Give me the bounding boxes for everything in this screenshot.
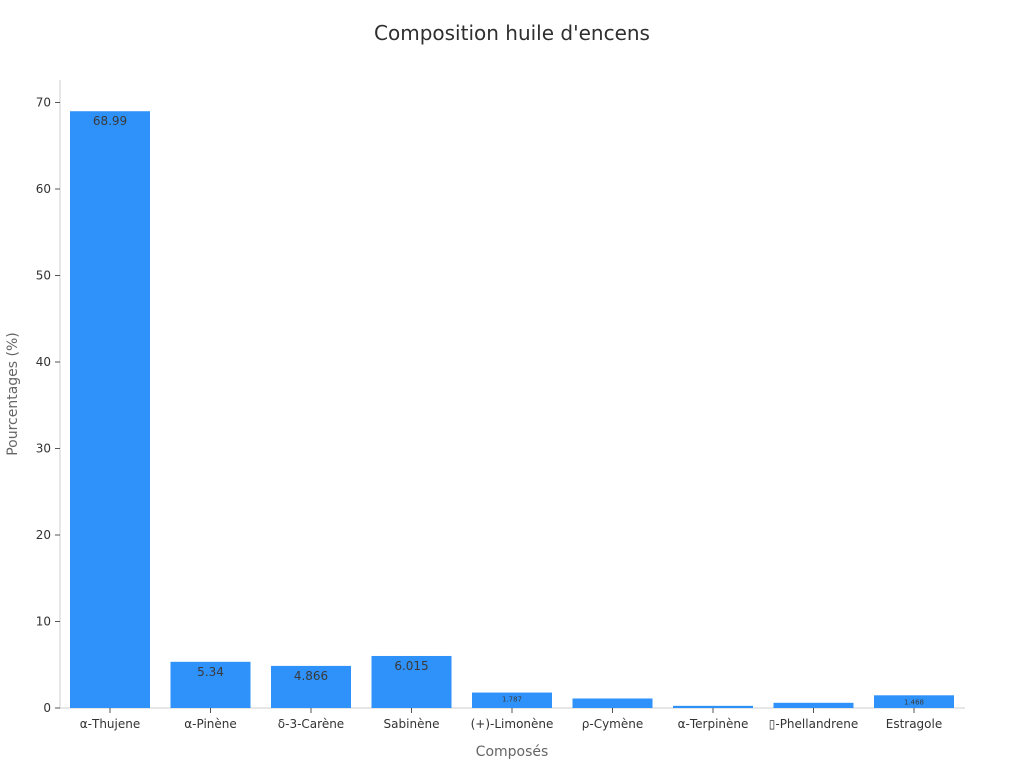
x-ticks-group: α-Thujene α-Pinène δ-3-Carène Sabinène (+)-L…	[80, 708, 943, 731]
chart-title: Composition huile d'encens	[374, 21, 650, 45]
bar-labels-group: 68.99 5.34 4.866 6.015 1.787 1.468	[93, 114, 924, 706]
x-tick-label-2: δ-3-Carène	[278, 717, 344, 731]
y-tick-label-4: 40	[36, 355, 51, 369]
bar-4	[472, 692, 552, 708]
x-tick-label-3: Sabinène	[384, 717, 440, 731]
y-tick-label-6: 60	[36, 182, 51, 196]
y-tick-label-7: 70	[36, 95, 51, 109]
y-tick-label-3: 30	[36, 441, 51, 455]
bars-group	[70, 111, 954, 709]
bar-7	[773, 702, 854, 708]
bar-5	[572, 698, 653, 708]
x-tick-label-5: ρ-Cymène	[582, 717, 644, 731]
bar-6	[673, 705, 753, 708]
bar-1	[170, 661, 251, 708]
y-tick-label-2: 20	[36, 528, 51, 542]
bar-value-label-4: 1.787	[502, 696, 522, 704]
bar-0	[70, 111, 150, 709]
x-tick-label-8: Estragole	[886, 717, 943, 731]
bar-2	[271, 665, 351, 708]
x-tick-label-6: α-Terpinène	[678, 717, 749, 731]
y-tick-label-0: 0	[43, 701, 51, 715]
bar-value-label-2: 4.866	[294, 669, 328, 683]
x-tick-label-7: ▯-Phellandrene	[769, 717, 858, 731]
bar-3	[371, 655, 452, 708]
bar-value-label-1: 5.34	[197, 665, 224, 679]
bar-8	[874, 695, 954, 708]
x-tick-label-4: (+)-Limonène	[471, 717, 554, 731]
y-tick-label-5: 50	[36, 268, 51, 282]
bar-value-label-3: 6.015	[394, 659, 428, 673]
y-axis-title: Pourcentages (%)	[5, 332, 21, 456]
bar-value-label-0: 68.99	[93, 114, 127, 128]
x-tick-label-1: α-Pinène	[184, 717, 237, 731]
bar-value-label-8: 1.468	[904, 698, 924, 706]
x-axis-title: Composés	[476, 744, 549, 760]
y-ticks-group: 0 10 20 30 40 50 60 70	[36, 95, 60, 715]
x-tick-label-0: α-Thujene	[80, 717, 141, 731]
y-tick-label-1: 10	[36, 614, 51, 628]
